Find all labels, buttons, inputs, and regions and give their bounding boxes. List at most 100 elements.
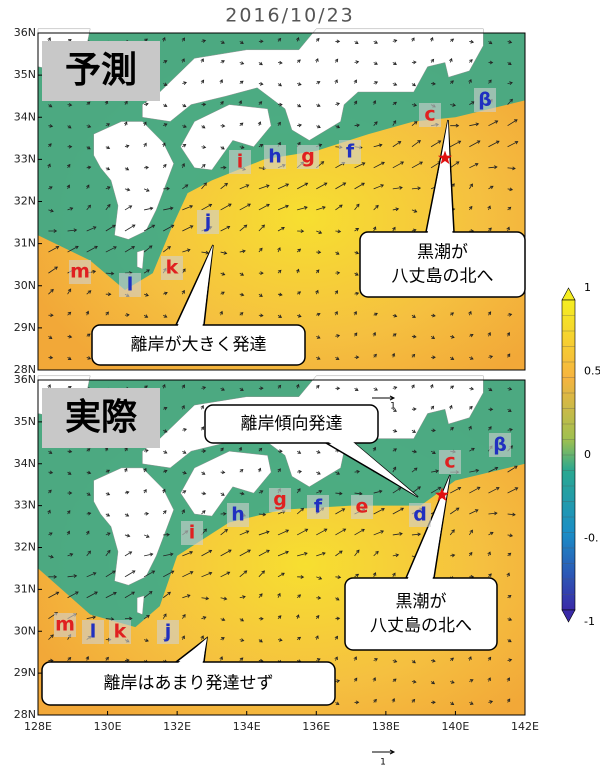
vector-arrow-head: [339, 204, 343, 209]
vector-arrow-head: [189, 225, 194, 229]
vector-arrow-head: [106, 186, 111, 190]
vector-arrow-head: [186, 248, 191, 253]
vector-arrow-head: [429, 37, 434, 41]
vector-arrow-head: [285, 183, 290, 187]
vector-arrow-head: [219, 310, 223, 315]
vector-arrow: [182, 571, 194, 578]
vector-arrow-head: [261, 224, 265, 229]
vector-arrow-head: [220, 100, 224, 105]
vector-arrow: [354, 203, 360, 211]
vector-arrow-head: [202, 386, 207, 390]
vector-arrow-head: [145, 102, 149, 107]
vector-arrow: [335, 230, 341, 232]
vector-arrow-head: [455, 507, 460, 511]
vector-arrow-head: [257, 121, 262, 125]
vector-arrow: [48, 634, 54, 640]
vector-arrow-head: [224, 182, 228, 187]
vector-arrow-head: [353, 310, 357, 315]
vector-arrow-head: [469, 356, 474, 360]
callout-text: 八丈島の北へ: [392, 267, 494, 287]
vector-arrow: [297, 552, 308, 557]
vector-arrow: [163, 553, 173, 557]
vector-arrow: [277, 572, 285, 578]
vector-arrow: [143, 591, 153, 599]
vector-arrow-head: [317, 596, 322, 600]
land: [136, 595, 145, 615]
vector-arrow-head: [417, 186, 422, 191]
vector-arrow-head: [66, 163, 71, 168]
vector-arrow: [316, 182, 328, 190]
vector-arrow: [297, 206, 308, 211]
vector-arrow-head: [259, 593, 263, 597]
vector-arrow: [182, 614, 186, 619]
vector-arrow-head: [181, 405, 185, 409]
point-box: [69, 260, 91, 284]
vector-arrow-head: [67, 311, 72, 316]
lat-tick-label: 32N: [14, 541, 36, 554]
vector-arrow-head: [412, 334, 417, 339]
vector-arrow-head: [356, 469, 360, 474]
vector-arrow-head: [265, 530, 270, 535]
vector-arrow-head: [129, 616, 133, 621]
vector-arrow-head: [432, 700, 436, 705]
vector-arrow-head: [182, 613, 186, 618]
vector-arrow: [469, 183, 473, 190]
vector-arrow: [488, 185, 494, 190]
vector-arrow-head: [278, 292, 283, 297]
vector-arrow: [392, 161, 404, 169]
vector-arrow-head: [226, 225, 231, 230]
vector-arrow: [392, 507, 404, 515]
lon-tick-label: 136E: [302, 720, 330, 733]
vector-arrow-head: [245, 530, 250, 534]
vector-arrow-head: [49, 186, 53, 190]
vector-arrow: [220, 549, 232, 557]
vector-arrow-head: [355, 573, 360, 578]
vector-arrow-head: [145, 165, 150, 170]
point-box: [227, 503, 249, 527]
colorbar-end: [561, 609, 576, 623]
vector-arrow-head: [49, 470, 54, 475]
vector-arrow-head: [334, 635, 338, 640]
vector-arrow-head: [148, 591, 153, 595]
vector-arrow-head: [413, 209, 418, 213]
vector-arrow: [449, 529, 455, 536]
vector-arrow-head: [429, 383, 434, 388]
vector-arrow-head: [202, 491, 207, 496]
vector-arrow-head: [143, 142, 147, 147]
vector-arrow-head: [259, 61, 263, 66]
vector-arrow-head: [54, 266, 58, 270]
vector-arrow-head: [297, 636, 302, 641]
vector-arrow: [450, 104, 456, 106]
colorbar-end: [561, 287, 576, 301]
vector-arrow-head: [106, 513, 111, 517]
vector-arrow-head: [170, 570, 175, 574]
vector-arrow-head: [243, 570, 248, 574]
vector-arrow-head: [378, 143, 383, 148]
vector-arrow: [335, 550, 343, 557]
vector-arrow-head: [318, 489, 323, 494]
point-box: [157, 620, 179, 644]
vector-arrow-head: [182, 450, 187, 454]
vector-arrow-head: [336, 679, 341, 683]
vector-arrow: [143, 245, 153, 253]
vector-arrow-head: [355, 700, 360, 705]
vector-arrow-head: [488, 79, 492, 84]
vector-arrow-head: [413, 407, 417, 412]
vector-arrow-head: [339, 491, 343, 496]
vector-arrow-head: [75, 245, 79, 250]
vector-arrow: [469, 123, 479, 127]
vector-arrow-head: [304, 528, 309, 533]
vector-arrow-head: [361, 528, 365, 533]
vector-arrow-head: [356, 549, 360, 554]
vector-arrow: [86, 226, 97, 232]
vector-arrow-head: [507, 594, 512, 599]
vector-arrow: [143, 269, 150, 274]
vector-arrow-head: [221, 617, 226, 622]
vector-arrow: [124, 246, 135, 253]
vector-arrow-head: [392, 333, 397, 337]
vector-arrow-head: [468, 205, 473, 210]
vector-arrow: [411, 140, 421, 148]
vector-arrow: [373, 205, 379, 211]
vector-arrow: [450, 140, 461, 148]
vector-arrow: [277, 183, 289, 190]
